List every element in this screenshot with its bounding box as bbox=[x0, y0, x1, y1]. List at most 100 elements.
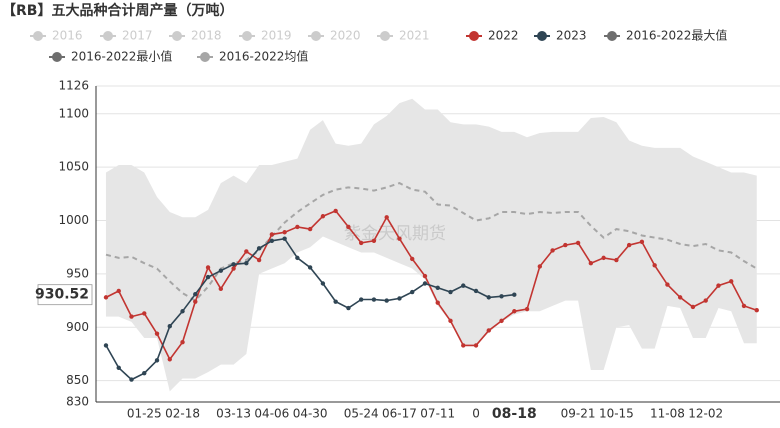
legend-marker bbox=[52, 52, 62, 62]
y-tick-label: 850 bbox=[66, 373, 89, 387]
point bbox=[384, 298, 389, 303]
legend-item[interactable]: 2016-2022最大值 bbox=[604, 28, 727, 43]
point bbox=[537, 264, 543, 269]
point bbox=[218, 268, 224, 273]
point bbox=[205, 274, 211, 280]
point bbox=[410, 256, 415, 262]
legend-marker bbox=[380, 31, 390, 41]
point bbox=[116, 288, 121, 294]
point bbox=[397, 296, 402, 301]
point bbox=[754, 307, 759, 313]
point bbox=[601, 255, 606, 261]
point bbox=[154, 358, 160, 363]
point bbox=[397, 236, 402, 241]
point bbox=[550, 248, 555, 253]
point bbox=[473, 288, 479, 294]
legend-marker bbox=[607, 31, 617, 41]
y-tick-label: 1000 bbox=[58, 213, 89, 227]
point bbox=[729, 279, 734, 284]
legend-label: 2016-2022均值 bbox=[219, 49, 308, 64]
point bbox=[512, 309, 517, 314]
y-tick-label: 1100 bbox=[58, 106, 89, 120]
legend-label: 2021 bbox=[399, 29, 430, 43]
legend-marker bbox=[200, 52, 210, 62]
x-tick-label: 10-15 bbox=[599, 407, 634, 421]
point bbox=[180, 309, 185, 314]
watermark: 紫金天风期货 bbox=[344, 224, 446, 244]
point bbox=[626, 242, 632, 248]
point bbox=[639, 239, 645, 245]
point bbox=[346, 305, 351, 311]
point bbox=[103, 343, 109, 348]
pointer-label: 930.52 bbox=[35, 287, 89, 303]
point bbox=[652, 263, 657, 268]
point bbox=[384, 215, 389, 220]
point bbox=[103, 295, 109, 300]
point bbox=[486, 328, 491, 333]
series-line bbox=[105, 182, 758, 302]
point bbox=[129, 314, 134, 319]
point bbox=[524, 306, 530, 312]
point bbox=[142, 311, 147, 316]
point bbox=[333, 299, 338, 304]
point bbox=[741, 303, 747, 309]
point bbox=[563, 242, 568, 248]
x-tick-label: 06-17 bbox=[382, 407, 417, 421]
point bbox=[320, 281, 326, 286]
chart-title: 【RB】五大品种合计周产量（万吨） bbox=[2, 2, 233, 19]
legend-label: 2016-2022最大值 bbox=[626, 28, 727, 43]
x-tick-label: 09-21 bbox=[561, 407, 596, 421]
point bbox=[282, 236, 287, 241]
point bbox=[256, 257, 262, 263]
x-tick-label: 03-13 bbox=[216, 407, 251, 421]
legend-item[interactable]: 2023 bbox=[534, 29, 587, 43]
point bbox=[499, 294, 504, 299]
point bbox=[422, 273, 428, 279]
y-tick-label: 1126 bbox=[58, 79, 89, 93]
point bbox=[167, 357, 172, 362]
point bbox=[358, 297, 364, 302]
point bbox=[205, 265, 211, 270]
legend-marker bbox=[172, 31, 182, 41]
x-tick-label: 05-24 bbox=[344, 407, 379, 421]
point bbox=[486, 295, 491, 300]
point bbox=[295, 224, 300, 230]
point bbox=[371, 238, 377, 243]
point bbox=[677, 295, 683, 300]
legend-item[interactable]: 2020 bbox=[308, 29, 361, 43]
point bbox=[154, 331, 160, 336]
legend-item[interactable]: 2016-2022最小值 bbox=[49, 49, 172, 64]
legend-item[interactable]: 2022 bbox=[466, 29, 519, 43]
point bbox=[193, 291, 198, 297]
legend-marker bbox=[103, 31, 113, 41]
point bbox=[703, 298, 708, 303]
legend-marker bbox=[242, 31, 252, 41]
point bbox=[448, 318, 453, 324]
point bbox=[448, 289, 453, 295]
point bbox=[473, 343, 479, 348]
point bbox=[218, 286, 224, 292]
legend-item[interactable]: 2018 bbox=[169, 29, 222, 43]
point bbox=[575, 240, 581, 246]
legend-label: 2017 bbox=[122, 29, 153, 43]
point bbox=[244, 261, 249, 266]
legend-item[interactable]: 2019 bbox=[239, 29, 292, 43]
legend-item[interactable]: 2016-2022均值 bbox=[197, 49, 308, 64]
x-tick-label: 07-11 bbox=[420, 407, 455, 421]
point bbox=[716, 283, 721, 288]
point bbox=[256, 246, 262, 251]
point bbox=[588, 261, 594, 266]
legend-item[interactable]: 2017 bbox=[100, 29, 153, 43]
point bbox=[422, 281, 428, 286]
legend-item[interactable]: 2021 bbox=[377, 29, 430, 43]
point bbox=[435, 285, 440, 290]
x-tick-label: 04-30 bbox=[293, 407, 328, 421]
legend-marker bbox=[537, 31, 547, 41]
legend-label: 2016 bbox=[52, 29, 83, 43]
legend-item[interactable]: 2016 bbox=[30, 29, 83, 43]
legend-label: 2016-2022最小值 bbox=[71, 49, 172, 64]
point bbox=[333, 208, 338, 214]
point bbox=[167, 324, 172, 329]
point bbox=[371, 297, 377, 302]
point bbox=[269, 232, 275, 237]
